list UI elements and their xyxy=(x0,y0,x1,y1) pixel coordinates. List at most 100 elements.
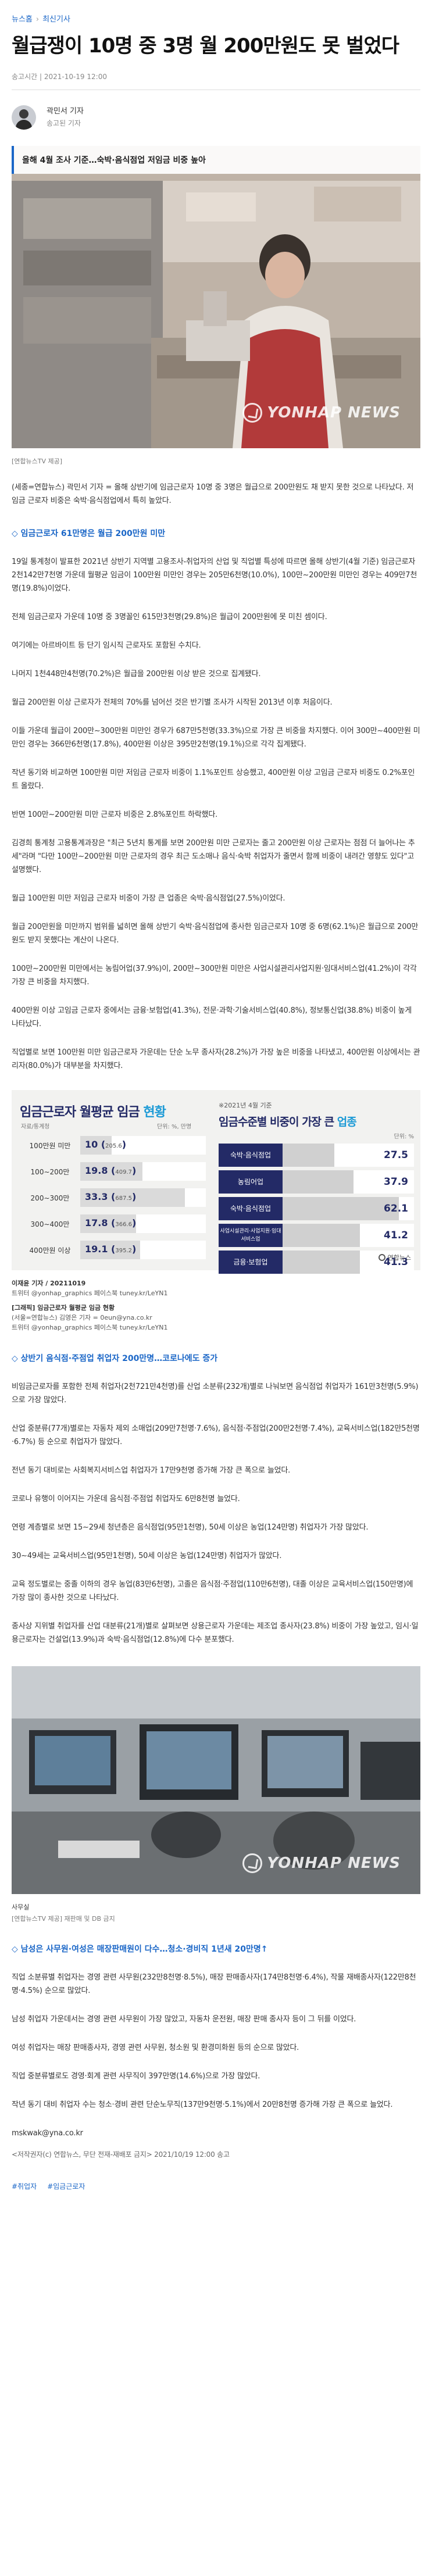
wage-bar xyxy=(80,1136,112,1155)
article-paragraph: 직업 소분류별 취업자는 경영 관련 사무원(232만8천명·8.5%), 매장… xyxy=(12,1973,416,1995)
industry-bar xyxy=(283,1144,334,1167)
article-paragraph: 반면 100만∼200만원 미만 근로자 비중은 2.8%포인트 하락했다. xyxy=(12,810,218,819)
article-paragraph: 연령 계층별로 보면 15∼29세 청년층은 음식점업(95만1천명), 50세… xyxy=(12,1523,369,1532)
infographic-date: ※2021년 4월 기준 xyxy=(219,1102,272,1109)
wage-bar-count: 205.6 xyxy=(105,1143,122,1149)
wage-bar-label: 400만원 이상 xyxy=(29,1246,71,1255)
article-paragraph: 김경희 통계청 고용통계과장은 "최근 5년치 통계를 보면 200만원 미만 … xyxy=(12,839,415,874)
infographic-right-title: 임금수준별 비중이 가장 큰 업종 xyxy=(219,1116,357,1128)
article-paragraph: 직업 중분류별로도 경영·회계 관련 사무직이 397만명(14.6%)으로 가… xyxy=(12,2072,260,2081)
article-paragraph: 월급 200만원을 미만까지 범위를 넓히면 올해 상반기 숙박·음식점업에 종… xyxy=(12,923,419,945)
article-paragraph: 400만원 이상 고임금 근로자 중에서는 금융·보험업(41.3%), 전문·… xyxy=(12,1006,412,1028)
industry-bar xyxy=(283,1170,354,1194)
industry-bar-label: 농림어업 xyxy=(219,1170,283,1194)
wage-bar-value: 19.8 (409.7) xyxy=(85,1165,137,1176)
wage-bar-row: 200∼300만 33.3 (687.5) xyxy=(20,1187,206,1209)
wage-bar-row: 400만원 이상 19.1 (395.2) xyxy=(20,1239,206,1261)
industry-bar xyxy=(283,1197,399,1220)
wage-bar-value: 10 (205.6) xyxy=(85,1139,127,1150)
photo2-caption: 사무실 xyxy=(12,1903,30,1911)
wage-bar xyxy=(80,1188,185,1207)
credit-line-2[interactable]: 트위터 @yonhap_graphics 페이스북 tuney.kr/LeYN1 xyxy=(12,1289,168,1297)
lead-photo-scene xyxy=(12,146,420,448)
wage-bar-value: 17.8 (366.6) xyxy=(85,1217,137,1228)
tag-link[interactable]: #취업자 xyxy=(12,2182,37,2191)
article-paragraph: 교육 정도별로는 중졸 이하의 경우 농업(83만6천명), 고졸은 음식점·주… xyxy=(12,1580,413,1602)
section-subhead-3: ◇ 남성은 사무원·여성은 매장판매원이 다수…청소·경비직 1년새 20만명↑ xyxy=(12,1945,268,1954)
industry-bar-row: 금융·보험업 41.3 xyxy=(219,1251,414,1274)
article-paragraph: 이들 가운데 월급이 200만∼300만원 미만인 경우가 687만5천명(33… xyxy=(12,727,420,749)
section-subhead-1: ◇ 임금근로자 61만명은 월급 200만원 미만 xyxy=(12,529,166,538)
article-paragraph: 남성 취업자 가운데서는 경영 관련 사무원이 가장 많았고, 자동차 운전원,… xyxy=(12,2015,356,2024)
yonhap-logo-icon xyxy=(242,1853,263,1873)
article-paragraph: 나머지 1천448만4천명(70.2%)은 월급을 200만원 이상 받은 것으… xyxy=(12,670,261,678)
yonhap-watermark: YONHAP NEWS xyxy=(242,403,401,423)
infographic-brand: 연합뉴스 xyxy=(378,1253,411,1262)
wage-bar-count: 409.7 xyxy=(115,1169,133,1176)
paragraph-group-1: (세종=연합뉴스) 곽민서 기자 = 올해 상반기에 임금근로자 10명 중 3… xyxy=(12,481,420,508)
paragraph-group-3: 비임금근로자를 포함한 전체 취업자(2천721만4천명)를 산업 소분류(23… xyxy=(12,1380,420,1646)
article-paragraph: 작년 동기 대비 취업자 수는 청소·경비 관련 단순노무직(137만9천명·5… xyxy=(12,2100,393,2109)
industry-bar-label: 사업시설관리·사업지원·임대서비스업 xyxy=(219,1224,283,1247)
industry-share-chart: 숙박·음식점업 27.5 농림어업 37.9 숙박·음식점업 62.1 사업시설관리·사업지… xyxy=(219,1144,414,1274)
wage-bar xyxy=(80,1162,142,1181)
yonhap-logo-icon xyxy=(242,403,263,423)
lead-photo: 올해 4월 조사 기준…숙박·음식점업 저임금 비중 높아 YONHAP NEW… xyxy=(12,146,420,448)
wage-bar-label: 100만원 미만 xyxy=(29,1141,71,1150)
wage-bar xyxy=(80,1214,137,1233)
photo-caption-bar: 올해 4월 조사 기준…숙박·음식점업 저임금 비중 높아 xyxy=(12,146,420,174)
industry-bar-value: 41.3 xyxy=(384,1256,408,1268)
author-block[interactable]: 곽민서 기자 송고된 기자 xyxy=(12,105,420,130)
industry-panel: ※2021년 4월 기준 임금수준별 비중이 가장 큰 업종 단위: % 숙박·… xyxy=(219,1101,414,1274)
industry-bar-label: 숙박·음식점업 xyxy=(219,1144,283,1167)
yonhap-watermark-2: YONHAP NEWS xyxy=(242,1853,401,1873)
article-page: 뉴스홈 › 최신기사 월급쟁이 10명 중 3명 월 200만원도 못 벌었다 송고… xyxy=(0,0,432,2214)
paragraph-group-4: 직업 소분류별 취업자는 경영 관련 사무원(232만8천명·8.5%), 매장… xyxy=(12,1971,420,2111)
yonhap-brand-icon xyxy=(378,1254,385,1261)
reporter-email[interactable]: mskwak@yna.co.kr xyxy=(12,2129,83,2138)
publish-meta: 송고시간 | 2021-10-19 12:00 xyxy=(12,73,107,81)
author-name[interactable]: 곽민서 기자 xyxy=(47,107,84,116)
industry-bar-value: 37.9 xyxy=(384,1176,408,1188)
wage-bar xyxy=(80,1241,141,1259)
wage-bar-label: 100∼200만 xyxy=(30,1167,70,1176)
industry-bar-row: 농림어업 37.9 xyxy=(219,1170,414,1194)
wage-bar-value: 19.1 (395.2) xyxy=(85,1244,137,1255)
credit-line-5[interactable]: 트위터 @yonhap_graphics 페이스북 tuney.kr/LeYN1 xyxy=(12,1324,168,1331)
wage-bar-value: 33.3 (687.5) xyxy=(85,1191,137,1202)
credit-line-1: 이재윤 기자 / 20211019 xyxy=(12,1280,86,1287)
breadcrumb-home-link[interactable]: 뉴스홈 xyxy=(12,15,33,24)
section-subhead-2: ◇ 상반기 음식점·주점업 취업자 200만명…코로나에도 증가 xyxy=(12,1354,218,1363)
article-paragraph: 전체 임금근로자 가운데 10명 중 3명꼴인 615만3천명(29.8%)은 … xyxy=(12,613,327,621)
author-handle: 송고된 기자 xyxy=(47,119,81,127)
author-avatar xyxy=(12,105,36,130)
article-headline: 월급쟁이 10명 중 3명 월 200만원도 못 벌었다 xyxy=(12,34,399,58)
industry-bar-value: 41.2 xyxy=(384,1230,408,1241)
industry-bar-label: 금융·보험업 xyxy=(219,1251,283,1274)
breadcrumb: 뉴스홈 › 최신기사 xyxy=(12,0,420,24)
infographic-source: 자료/통계청 xyxy=(21,1124,50,1130)
industry-bar-row: 숙박·음식점업 27.5 xyxy=(219,1144,414,1167)
wage-bar-label: 200∼300만 xyxy=(30,1194,70,1202)
article-paragraph: 전년 동기 대비로는 사회복지서비스업 취업자가 17만9천명 증가해 가장 큰… xyxy=(12,1466,291,1475)
article-paragraph: (세종=연합뉴스) 곽민서 기자 = 올해 상반기에 임금근로자 10명 중 3… xyxy=(12,483,414,505)
wage-bar-row: 100만원 미만 10 (205.6) xyxy=(20,1134,206,1156)
wage-bar-count: 395.2 xyxy=(115,1248,133,1254)
credit-line-4: (서울=연합뉴스) 김영은 기자 = 0eun@yna.co.kr xyxy=(12,1314,152,1321)
article-paragraph: 비임금근로자를 포함한 전체 취업자(2천721만4천명)를 산업 소분류(23… xyxy=(12,1382,419,1405)
wage-bracket-chart: 100만원 미만 10 (205.6) 100∼200만 19.8 (409.7) 20… xyxy=(20,1134,206,1265)
article-paragraph: 월급 100만원 미만 저임금 근로자 비중이 가장 큰 업종은 숙박·음식점업… xyxy=(12,894,285,903)
industry-bar xyxy=(283,1251,360,1274)
breadcrumb-current-link[interactable]: 최신기사 xyxy=(42,15,70,24)
article-paragraph: 월급 200만원 이상 근로자가 전체의 70%를 넘어선 것은 반기별 조사가… xyxy=(12,698,333,707)
credit-line-3: [그래픽] 임금근로자 월평균 임금 현황 xyxy=(12,1304,115,1312)
tag-link[interactable]: #임금근로자 xyxy=(47,2182,85,2191)
photo2-caption-source: [연합뉴스TV 제공] 재판매 및 DB 금지 xyxy=(12,1915,115,1923)
infographic: 임금근로자 월평균 임금 현황 자료/통계청 단위: %, 만명 100만원 미… xyxy=(12,1090,420,1274)
office-photo-scene xyxy=(12,1666,420,1894)
industry-bar-value: 27.5 xyxy=(384,1149,408,1161)
infographic-unit-right: 단위: % xyxy=(394,1134,414,1140)
article-paragraph: 여기에는 아르바이트 등 단기 임시직 근로자도 포함된 수치다. xyxy=(12,641,201,650)
industry-bar xyxy=(283,1224,360,1247)
article-paragraph: 직업별로 보면 100만원 미만 임금근로자 가운데는 단순 노무 종사자(28… xyxy=(12,1048,420,1070)
